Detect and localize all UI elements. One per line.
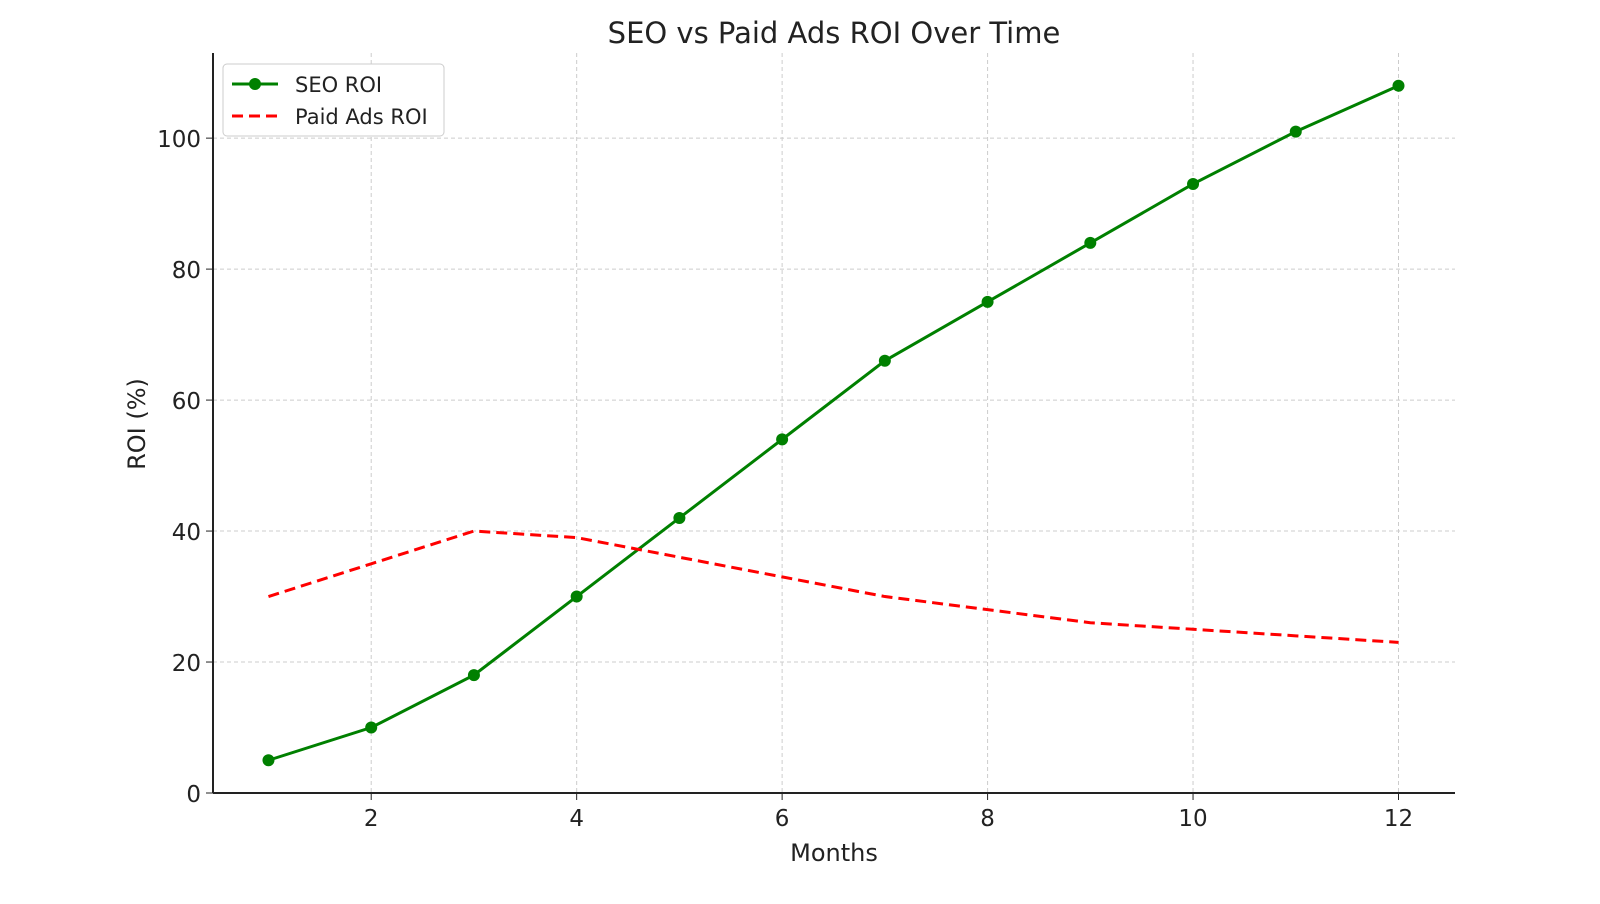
seo-roi-point — [981, 295, 994, 308]
seo-roi-point — [878, 354, 891, 367]
x-axis-label: Months — [790, 839, 878, 867]
legend: SEO ROI Paid Ads ROI — [222, 63, 445, 137]
seo-roi-point — [776, 433, 789, 446]
grid — [213, 53, 1455, 793]
x-tick-label: 4 — [569, 806, 584, 832]
seo-roi-point — [262, 754, 275, 767]
y-tick-label: 40 — [172, 520, 201, 546]
axes: 2 4 6 8 10 12 0 20 40 60 80 100 — [157, 53, 1455, 832]
seo-roi-point — [1392, 79, 1405, 92]
x-tick-label: 12 — [1384, 806, 1413, 832]
x-tick-label: 2 — [364, 806, 379, 832]
seo-roi-point — [365, 721, 378, 734]
seo-roi-point — [1084, 236, 1097, 249]
y-tick-label: 0 — [186, 782, 201, 808]
x-tick-label: 10 — [1178, 806, 1207, 832]
seo-roi-point — [570, 590, 583, 603]
paid-ads-roi-line — [268, 529, 1399, 644]
legend-marker-seo — [249, 78, 261, 90]
x-tick-label: 6 — [775, 806, 790, 832]
chart-title: SEO vs Paid Ads ROI Over Time — [608, 16, 1061, 50]
y-tick-label: 20 — [172, 651, 201, 677]
y-tick-label: 60 — [172, 389, 201, 415]
x-tick-label: 8 — [980, 806, 995, 832]
y-axis-label: ROI (%) — [123, 378, 151, 470]
seo-roi-point — [1289, 125, 1302, 138]
seo-roi-line — [268, 84, 1400, 762]
series-group — [262, 79, 1405, 767]
legend-label-seo: SEO ROI — [295, 73, 382, 97]
y-tick-label: 100 — [157, 127, 201, 153]
y-tick-label: 80 — [172, 258, 201, 284]
seo-roi-point — [467, 669, 480, 682]
legend-label-paid: Paid Ads ROI — [295, 105, 428, 129]
seo-roi-point — [1187, 177, 1200, 190]
seo-roi-point — [673, 511, 686, 524]
legend-box — [222, 63, 445, 137]
